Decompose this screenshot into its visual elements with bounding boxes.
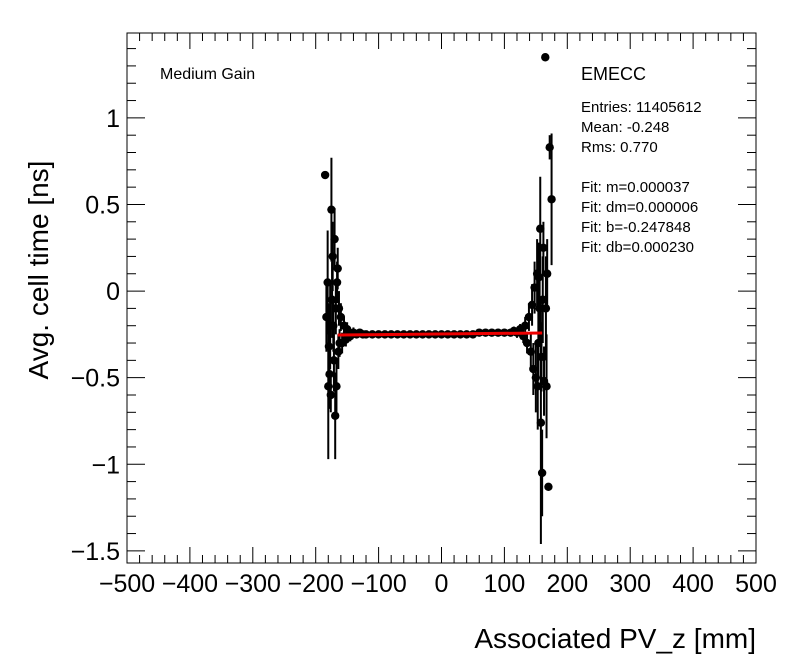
- fit-b: Fit: b=-0.247848: [581, 219, 691, 236]
- stat-entries: Entries: 11405612: [581, 99, 702, 116]
- data-point: [324, 342, 334, 351]
- x-tick-label: −400: [162, 570, 218, 598]
- x-tick-label: 100: [484, 570, 526, 598]
- fit-db: Fit: db=0.000230: [581, 239, 694, 256]
- detector-label: EMECC: [581, 64, 646, 84]
- x-tick-label: 0: [435, 570, 449, 598]
- data-point: [536, 418, 546, 427]
- y-tick-label: 0.5: [85, 191, 120, 219]
- data-point: [324, 382, 333, 391]
- axis-ticks: [126, 33, 757, 563]
- data-point: [326, 390, 335, 400]
- data-point: [328, 252, 337, 261]
- y-tick-label: −1.5: [71, 538, 120, 566]
- data-point: [530, 283, 539, 292]
- y-tick-label: −1: [91, 451, 120, 479]
- data-point: [542, 269, 552, 278]
- data-point: [533, 382, 542, 391]
- fit-m: Fit: m=0.000037: [581, 179, 690, 196]
- stat-rms: Rms: 0.770: [581, 139, 658, 156]
- data-point: [332, 278, 342, 287]
- data-point: [529, 364, 538, 374]
- data-point: [542, 382, 551, 391]
- data-point: [539, 243, 548, 252]
- x-tick-label: −500: [99, 570, 155, 598]
- data-point: [536, 224, 545, 233]
- data-point: [332, 382, 341, 391]
- data-point: [336, 312, 346, 322]
- fit-line: [337, 331, 543, 337]
- data-point: [327, 205, 336, 214]
- data-point: [330, 234, 339, 244]
- y-tick-label: 0: [106, 278, 120, 306]
- x-axis-title: Associated PV_z [mm]: [474, 623, 756, 654]
- data-point: [330, 411, 340, 420]
- data-point: [537, 352, 546, 362]
- stat-mean: Mean: -0.248: [581, 119, 669, 136]
- data-point: [538, 295, 547, 304]
- data-point: [323, 278, 332, 287]
- data-point: [524, 312, 534, 322]
- data-point: [522, 338, 532, 348]
- data-point: [322, 312, 331, 322]
- x-tick-labels: −500 −400 −300 −200 −100 0 100 200 300 400 500: [99, 570, 777, 598]
- data-point: [545, 143, 554, 152]
- y-tick-labels: −1.5 −1 −0.5 0 0.5 1: [71, 105, 120, 566]
- data-point: [325, 370, 334, 379]
- data-point: [329, 321, 338, 330]
- data-point: [541, 304, 551, 313]
- y-tick-label: −0.5: [71, 365, 120, 393]
- data-point: [520, 321, 530, 330]
- data-point: [547, 195, 556, 204]
- data-point: [334, 304, 344, 313]
- x-tick-label: −100: [350, 570, 406, 598]
- data-point: [333, 264, 342, 273]
- error-bars: [325, 133, 553, 544]
- data-point: [534, 338, 543, 348]
- x-tick-label: −300: [225, 570, 281, 598]
- gain-label: Medium Gain: [160, 66, 255, 83]
- y-axis-title: Avg. cell time [ns]: [23, 161, 54, 380]
- x-tick-label: 200: [546, 570, 588, 598]
- data-point: [541, 53, 550, 62]
- data-point: [527, 300, 537, 310]
- data-point: [334, 347, 343, 356]
- data-point: [531, 373, 541, 382]
- data-point: [526, 347, 536, 356]
- data-points: [320, 53, 556, 491]
- x-tick-label: −200: [288, 570, 344, 598]
- x-tick-label: 300: [609, 570, 651, 598]
- data-point: [329, 356, 339, 365]
- data-point: [342, 324, 352, 334]
- data-point: [327, 295, 337, 304]
- x-tick-label: 500: [735, 570, 777, 598]
- data-point: [544, 482, 553, 491]
- y-tick-label: 1: [106, 105, 120, 133]
- data-point: [537, 468, 547, 478]
- data-point: [535, 304, 544, 313]
- data-point: [320, 170, 330, 180]
- data-point: [534, 273, 544, 282]
- fit-dm: Fit: dm=0.000006: [581, 199, 698, 216]
- x-tick-label: 400: [672, 570, 714, 598]
